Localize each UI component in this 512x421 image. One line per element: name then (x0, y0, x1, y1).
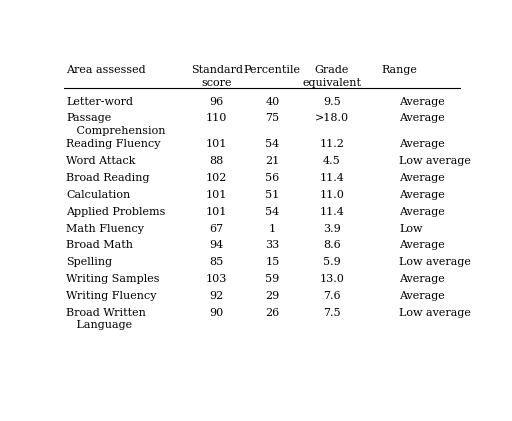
Text: >18.0: >18.0 (315, 113, 349, 123)
Text: 90: 90 (209, 308, 224, 318)
Text: 75: 75 (265, 113, 280, 123)
Text: 7.6: 7.6 (323, 291, 340, 301)
Text: 59: 59 (265, 274, 280, 284)
Text: Passage
   Comprehension: Passage Comprehension (66, 113, 165, 136)
Text: 102: 102 (206, 173, 227, 183)
Text: 1: 1 (269, 224, 276, 234)
Text: 40: 40 (265, 96, 280, 107)
Text: Spelling: Spelling (66, 257, 112, 267)
Text: 96: 96 (209, 96, 224, 107)
Text: Broad Written
   Language: Broad Written Language (66, 308, 146, 330)
Text: Broad Reading: Broad Reading (66, 173, 150, 183)
Text: 8.6: 8.6 (323, 240, 340, 250)
Text: Average: Average (399, 291, 445, 301)
Text: 103: 103 (206, 274, 227, 284)
Text: 11.2: 11.2 (319, 139, 344, 149)
Text: 3.9: 3.9 (323, 224, 340, 234)
Text: Average: Average (399, 113, 445, 123)
Text: 11.0: 11.0 (319, 190, 344, 200)
Text: equivalent: equivalent (303, 78, 361, 88)
Text: 11.4: 11.4 (319, 207, 344, 217)
Text: 54: 54 (265, 139, 280, 149)
Text: 5.9: 5.9 (323, 257, 340, 267)
Text: Reading Fluency: Reading Fluency (66, 139, 160, 149)
Text: 15: 15 (265, 257, 280, 267)
Text: Average: Average (399, 240, 445, 250)
Text: 4.5: 4.5 (323, 156, 340, 166)
Text: 110: 110 (206, 113, 227, 123)
Text: 9.5: 9.5 (323, 96, 340, 107)
Text: 26: 26 (265, 308, 280, 318)
Text: 51: 51 (265, 190, 280, 200)
Text: Low: Low (399, 224, 423, 234)
Text: Average: Average (399, 173, 445, 183)
Text: 67: 67 (210, 224, 224, 234)
Text: Writing Samples: Writing Samples (66, 274, 159, 284)
Text: Grade: Grade (315, 65, 349, 75)
Text: 92: 92 (209, 291, 224, 301)
Text: Average: Average (399, 139, 445, 149)
Text: 13.0: 13.0 (319, 274, 344, 284)
Text: Low average: Low average (399, 257, 471, 267)
Text: 101: 101 (206, 190, 227, 200)
Text: 54: 54 (265, 207, 280, 217)
Text: Writing Fluency: Writing Fluency (66, 291, 157, 301)
Text: 21: 21 (265, 156, 280, 166)
Text: Calculation: Calculation (66, 190, 130, 200)
Text: 85: 85 (209, 257, 224, 267)
Text: Percentile: Percentile (244, 65, 301, 75)
Text: Average: Average (399, 274, 445, 284)
Text: 101: 101 (206, 139, 227, 149)
Text: Average: Average (399, 96, 445, 107)
Text: 33: 33 (265, 240, 280, 250)
Text: Average: Average (399, 190, 445, 200)
Text: 94: 94 (209, 240, 224, 250)
Text: Word Attack: Word Attack (66, 156, 136, 166)
Text: Low average: Low average (399, 308, 471, 318)
Text: Applied Problems: Applied Problems (66, 207, 165, 217)
Text: Broad Math: Broad Math (66, 240, 133, 250)
Text: 11.4: 11.4 (319, 173, 344, 183)
Text: Area assessed: Area assessed (66, 65, 145, 75)
Text: Letter-word: Letter-word (66, 96, 133, 107)
Text: Math Fluency: Math Fluency (66, 224, 144, 234)
Text: 7.5: 7.5 (323, 308, 340, 318)
Text: 29: 29 (265, 291, 280, 301)
Text: score: score (202, 78, 232, 88)
Text: Average: Average (399, 207, 445, 217)
Text: Low average: Low average (399, 156, 471, 166)
Text: Standard: Standard (191, 65, 243, 75)
Text: 56: 56 (265, 173, 280, 183)
Text: 88: 88 (209, 156, 224, 166)
Text: Range: Range (381, 65, 417, 75)
Text: 101: 101 (206, 207, 227, 217)
